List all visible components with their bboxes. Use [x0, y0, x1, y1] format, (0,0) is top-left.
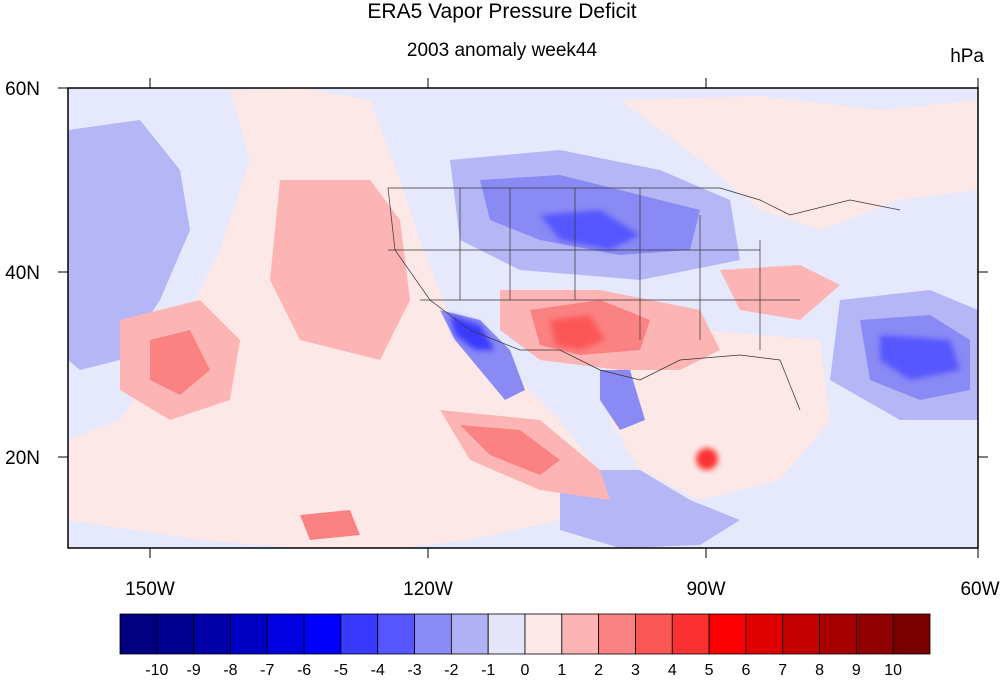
colorbar-label: 0 [521, 662, 530, 679]
colorbar-swatch [487, 613, 526, 655]
colorbar-label: 9 [852, 662, 861, 679]
lon-label-150w: 150W [125, 579, 175, 600]
lon-label-90w: 90W [686, 579, 725, 600]
colorbar-label: 7 [778, 662, 787, 679]
colorbar-swatch [119, 613, 158, 655]
colorbar-label: 1 [557, 662, 566, 679]
colorbar-swatch [266, 613, 305, 655]
region-pink-offshore [270, 180, 410, 360]
colorbar-swatch [745, 613, 784, 655]
map-frame [67, 87, 979, 549]
colorbar-label: -4 [371, 662, 385, 679]
colorbar-label: 3 [631, 662, 640, 679]
colorbar-label: 5 [705, 662, 714, 679]
colorbar-swatch [303, 613, 342, 655]
colorbar-swatch [819, 613, 857, 655]
colorbar-swatch [340, 613, 379, 655]
colorbar-swatch [450, 613, 489, 655]
colorbar-swatch [561, 613, 600, 655]
map-ticks [58, 78, 988, 558]
region-red-gulf [696, 448, 718, 470]
colorbar-swatch [782, 613, 820, 655]
colorbar-label: -10 [145, 662, 168, 679]
colorbar-swatch [598, 613, 636, 655]
region-blue-dakotas [540, 210, 640, 250]
colorbar-swatch [524, 613, 563, 655]
colorbar-label: 2 [594, 662, 603, 679]
colorbar-swatch [377, 613, 415, 655]
state-lines [387, 187, 901, 411]
colorbar-swatch [156, 613, 195, 655]
colorbar-label: -5 [334, 662, 348, 679]
colorbar: -10 -9 -8 -7 -6 -5 -4 -3 -2 -1 0 1 2 3 4 5 6 7 8 9 10 [119, 613, 931, 679]
lat-label-40n: 40N [5, 263, 40, 284]
lon-label-60w: 60W [960, 579, 999, 600]
lon-label-120w: 120W [403, 579, 453, 600]
colorbar-label: -8 [223, 662, 237, 679]
colorbar-label: 6 [741, 662, 750, 679]
chart-subtitle: 2003 anomaly week44 [406, 40, 598, 61]
colorbar-label: 8 [815, 662, 824, 679]
region-pink-ohio [720, 265, 840, 320]
region-salmon-subtropical [150, 330, 210, 395]
colorbar-label: -2 [444, 662, 458, 679]
region-pink-northeast [620, 96, 978, 230]
colorbar-label: -1 [481, 662, 495, 679]
lat-label-60n: 60N [5, 79, 40, 100]
colorbar-label: -7 [260, 662, 274, 679]
colorbar-swatch [414, 613, 452, 655]
colorbar-label: -6 [297, 662, 311, 679]
colorbar-label: 4 [668, 662, 677, 679]
colorbar-swatch [708, 613, 747, 655]
colorbar-swatch [230, 613, 268, 655]
region-blue-bermuda [880, 335, 960, 380]
region-salmon-south [300, 510, 360, 540]
colorbar-swatch [635, 613, 673, 655]
anomaly-field [68, 88, 978, 548]
colorbar-swatch [855, 613, 894, 655]
region-red-texas [550, 315, 605, 350]
chart-title: ERA5 Vapor Pressure Deficit [367, 0, 637, 23]
colorbar-label: -3 [407, 662, 421, 679]
region-blue-pacific [68, 120, 190, 370]
colorbar-swatch [892, 613, 931, 655]
region-pink-gulf [600, 330, 830, 500]
region-medblue-mexico [600, 370, 645, 430]
colorbar-swatch [671, 613, 710, 655]
colorbar-label: 10 [884, 662, 902, 679]
units-label: hPa [950, 46, 984, 67]
colorbar-swatch [193, 613, 231, 655]
colorbar-label: -9 [187, 662, 201, 679]
lat-label-20n: 20N [5, 448, 40, 469]
region-salmon-pacific-mx [460, 425, 560, 475]
